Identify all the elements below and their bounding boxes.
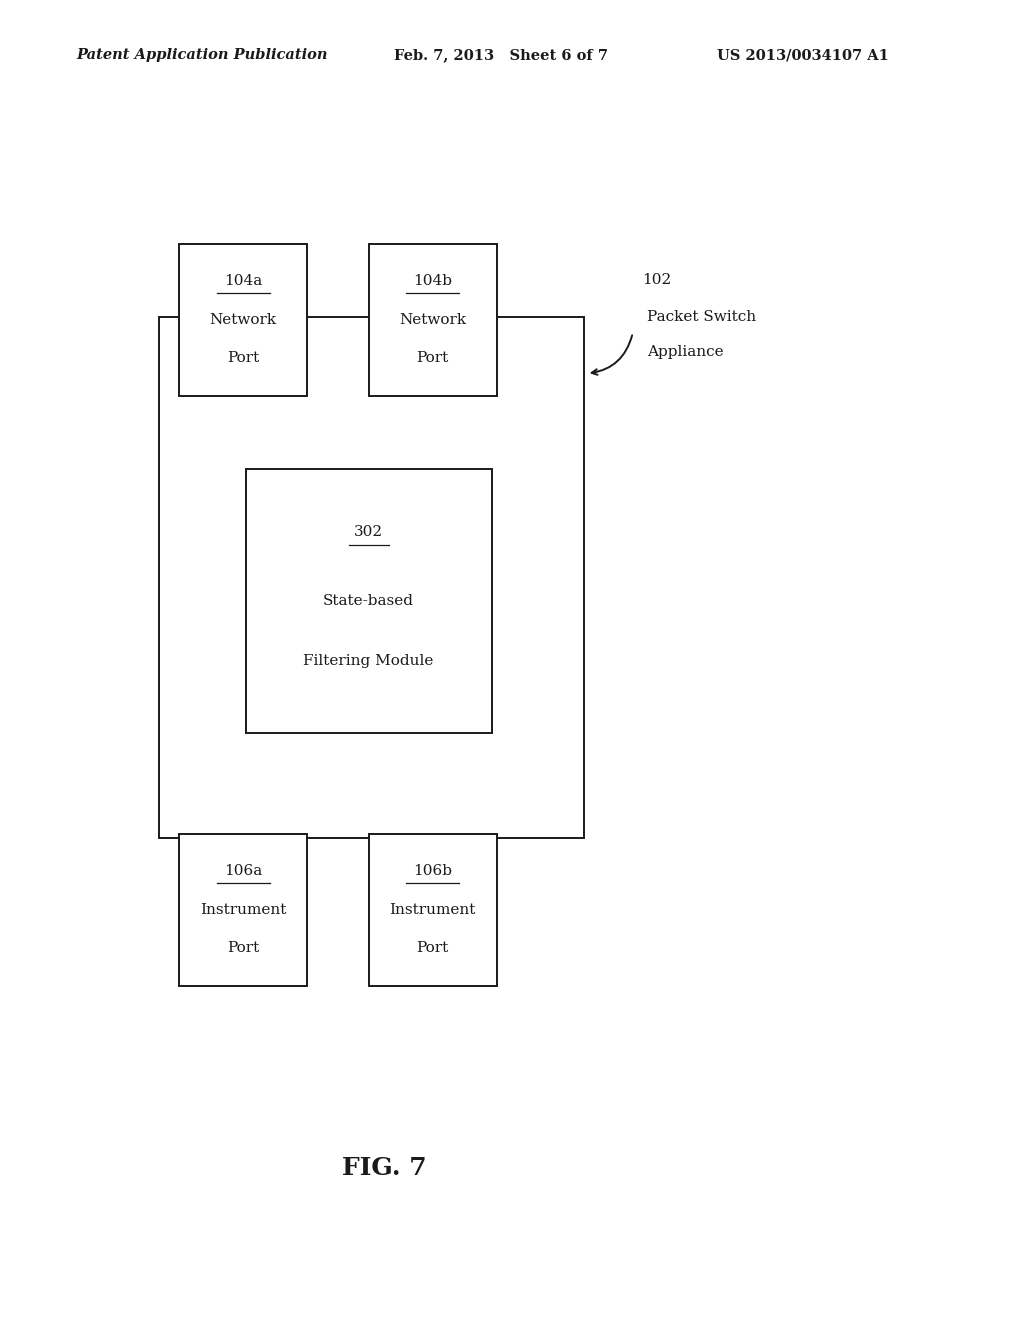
- Text: Instrument: Instrument: [200, 903, 287, 917]
- Text: Filtering Module: Filtering Module: [303, 655, 434, 668]
- Text: 106a: 106a: [224, 863, 262, 878]
- Text: Patent Application Publication: Patent Application Publication: [77, 49, 329, 62]
- Text: FIG. 7: FIG. 7: [342, 1156, 426, 1180]
- Text: Instrument: Instrument: [389, 903, 476, 917]
- Bar: [369, 834, 497, 986]
- Bar: [179, 834, 307, 986]
- Text: 104a: 104a: [224, 273, 262, 288]
- Text: Port: Port: [227, 941, 259, 956]
- Bar: [179, 244, 307, 396]
- Bar: [246, 469, 492, 733]
- Text: 106b: 106b: [413, 863, 453, 878]
- Text: US 2013/0034107 A1: US 2013/0034107 A1: [717, 49, 889, 62]
- Text: Feb. 7, 2013   Sheet 6 of 7: Feb. 7, 2013 Sheet 6 of 7: [394, 49, 608, 62]
- Bar: [159, 317, 584, 838]
- Text: 104b: 104b: [413, 273, 453, 288]
- Text: Port: Port: [417, 941, 449, 956]
- Text: Network: Network: [399, 313, 466, 327]
- Text: Network: Network: [210, 313, 276, 327]
- Text: 102: 102: [642, 273, 672, 286]
- Text: 302: 302: [354, 525, 383, 539]
- Bar: [369, 244, 497, 396]
- Text: State-based: State-based: [324, 594, 414, 607]
- Text: Port: Port: [417, 351, 449, 366]
- Text: Port: Port: [227, 351, 259, 366]
- Text: Packet Switch: Packet Switch: [647, 310, 757, 323]
- Text: Appliance: Appliance: [647, 346, 724, 359]
